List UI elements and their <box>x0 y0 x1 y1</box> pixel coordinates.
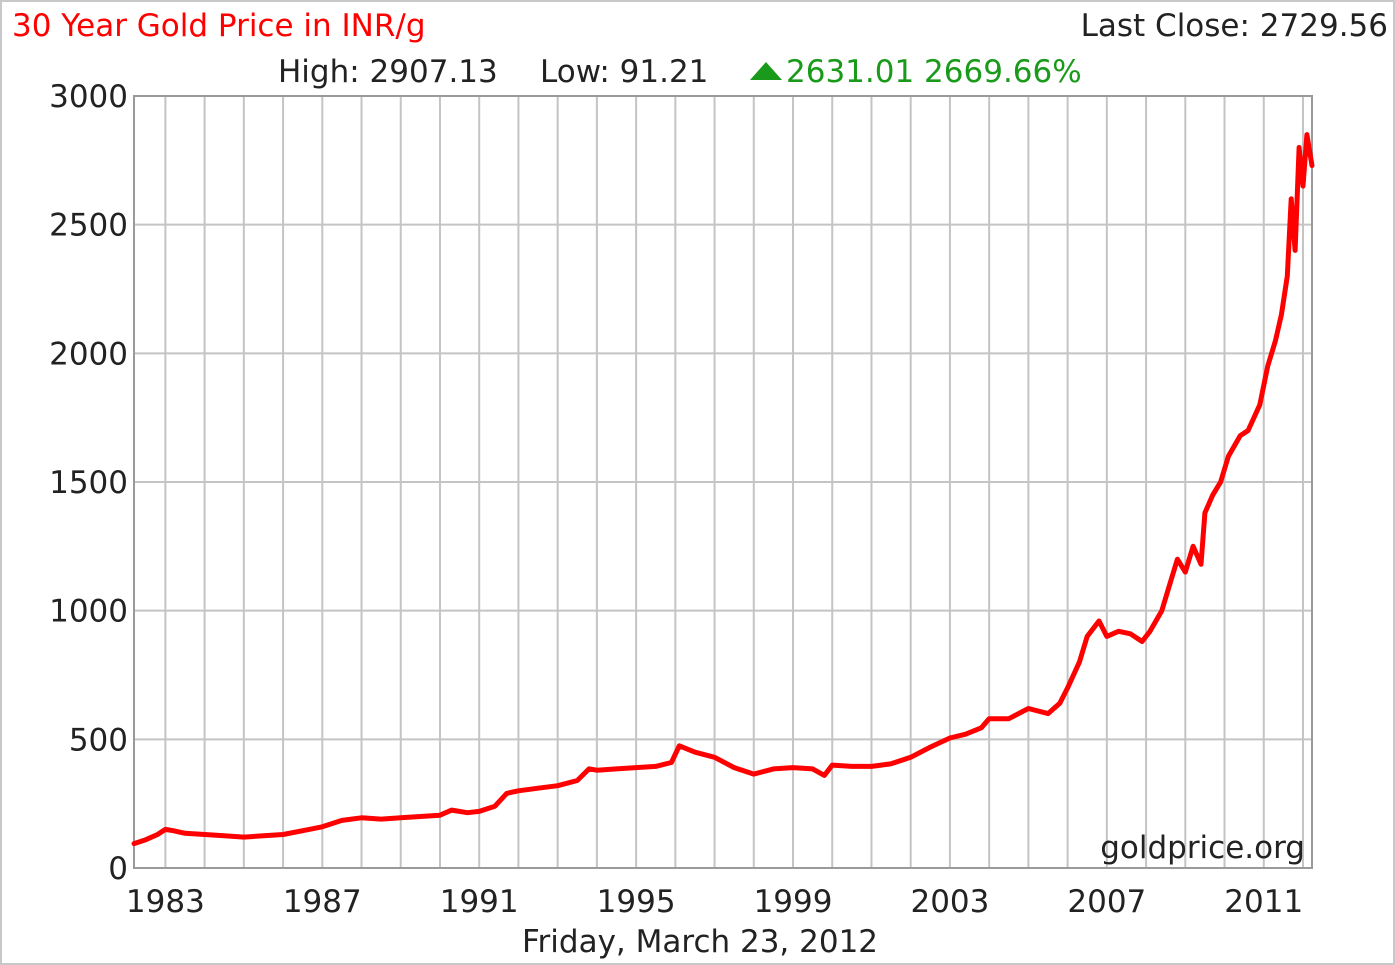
y-tick-label: 1500 <box>49 465 128 501</box>
y-tick-label: 1000 <box>49 594 128 630</box>
watermark-text: goldprice.org <box>1100 830 1305 866</box>
chart-title: 30 Year Gold Price in INR/g <box>12 8 426 44</box>
y-tick-label: 3000 <box>49 79 128 115</box>
x-tick-label: 1983 <box>126 884 205 920</box>
up-arrow-icon <box>750 62 782 80</box>
x-tick-label: 1999 <box>754 884 833 920</box>
change-value-label: 2631.01 2669.66% <box>786 54 1082 90</box>
high-value-label: High: 2907.13 <box>278 54 498 90</box>
x-tick-label: 1995 <box>597 884 676 920</box>
x-tick-label: 2011 <box>1224 884 1303 920</box>
x-axis-ticks: 1983 1987 1991 1995 1999 2003 2007 2011 <box>126 884 1303 920</box>
date-label: Friday, March 23, 2012 <box>522 924 878 960</box>
plot-area-border <box>133 95 1313 869</box>
last-close-label: Last Close: 2729.56 <box>1081 8 1388 44</box>
x-tick-label: 1991 <box>440 884 519 920</box>
x-tick-label: 2007 <box>1067 884 1146 920</box>
y-tick-label: 2500 <box>49 208 128 244</box>
gold-price-series-line <box>131 132 1315 847</box>
low-value-label: Low: 91.21 <box>540 54 708 90</box>
y-axis-ticks: 0 500 1000 1500 2000 2500 3000 <box>49 79 128 887</box>
y-tick-label: 500 <box>69 722 128 758</box>
x-tick-label: 1987 <box>283 884 362 920</box>
y-tick-label: 0 <box>108 851 128 887</box>
y-tick-label: 2000 <box>49 336 128 372</box>
x-tick-label: 2003 <box>910 884 989 920</box>
